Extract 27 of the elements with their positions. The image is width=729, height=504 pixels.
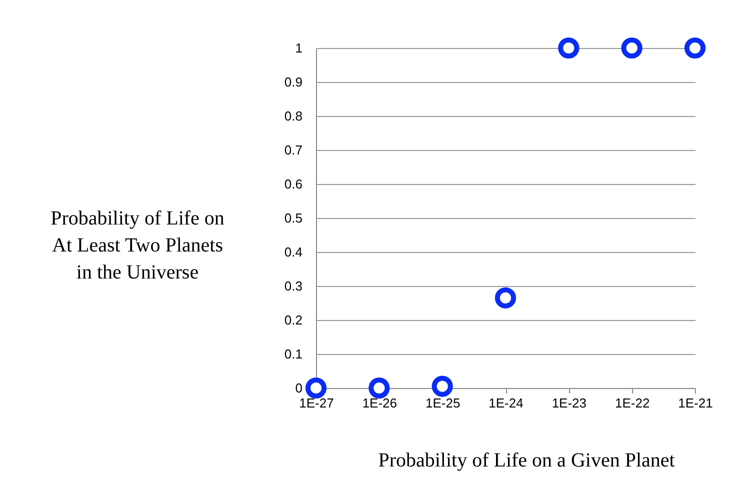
y-tick-label: 0.4: [284, 244, 302, 260]
y-tick-label: 0.2: [284, 312, 302, 328]
point: [305, 377, 327, 399]
x-tick-label: 1E-26: [362, 396, 398, 410]
y-tick-label: 0.9: [284, 74, 302, 90]
x-tick-label: 1E-24: [488, 396, 524, 410]
point: [368, 377, 390, 399]
y-tick-label: 0.3: [284, 278, 302, 294]
x-tick-label: 1E-27: [299, 396, 334, 410]
x-tick-label: 1E-22: [614, 396, 650, 410]
y-tick-label: 0: [295, 380, 302, 396]
y-tick-label: 1: [295, 40, 302, 56]
y-tick-label: 0.7: [284, 142, 302, 158]
y-axis-title: Probability of Life on At Least Two Planets in the Universe: [50, 208, 224, 284]
point: [494, 287, 516, 308]
point: [684, 37, 706, 59]
x-tick-label: 1E-23: [552, 396, 587, 410]
y-tick-label: 0.5: [284, 210, 302, 226]
y-tick-label: 0.6: [284, 176, 302, 192]
x-tick-label: 1E-25: [425, 396, 460, 410]
x-axis-title: Probability of Life on a Given Planet: [378, 450, 676, 472]
point: [558, 37, 580, 59]
point: [432, 376, 453, 397]
y-tick-label: 0.1: [284, 346, 302, 362]
x-tick-label: 1E-21: [678, 396, 713, 410]
y-tick-label: 0.8: [284, 108, 302, 124]
point: [621, 37, 642, 59]
